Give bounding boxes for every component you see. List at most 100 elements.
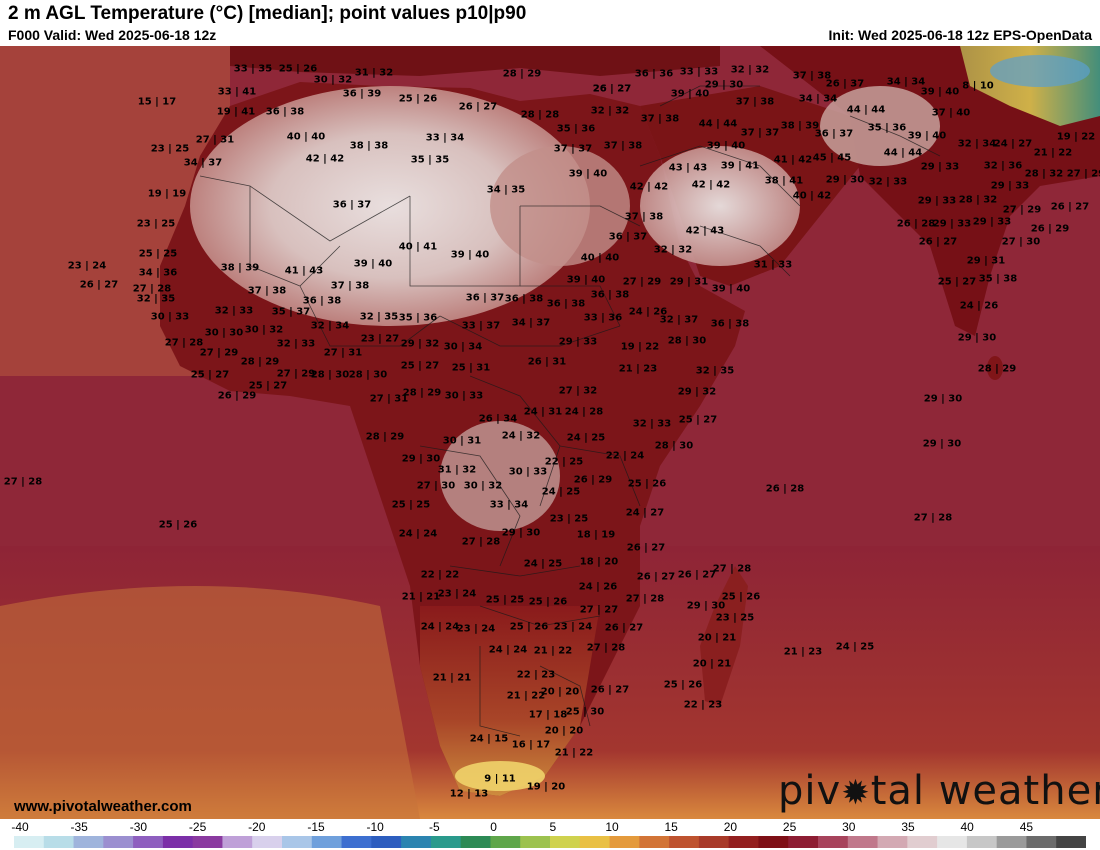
point-value: 24 | 25: [541, 486, 581, 498]
point-value: 25 | 25: [138, 248, 178, 260]
legend-color-swatch: [698, 836, 730, 848]
legend-color-swatch: [996, 836, 1027, 848]
legend-color-swatch: [73, 836, 104, 848]
legend-tick-label: -25: [188, 820, 207, 834]
point-value: 27 | 28: [712, 563, 752, 575]
valid-time: F000 Valid: Wed 2025-06-18 12z: [8, 27, 217, 43]
point-value: 19 | 19: [147, 188, 187, 200]
point-value: 26 | 27: [458, 101, 498, 113]
cape-cool-zone: [455, 761, 545, 791]
point-value: 21 | 22: [554, 747, 594, 759]
point-value: 32 | 37: [659, 314, 699, 326]
point-value: 32 | 34: [310, 320, 350, 332]
point-value: 27 | 29: [276, 368, 316, 380]
point-value: 27 | 29: [1002, 204, 1042, 216]
legend-color-swatch: [490, 836, 521, 848]
legend-tick-label: 5: [549, 820, 557, 834]
point-value: 24 | 24: [398, 528, 438, 540]
temperature-map[interactable]: 33 | 35 25 | 26 30 | 32 31 | 32 15 | 17 33 | …: [0, 46, 1100, 819]
asia-land: [760, 46, 1100, 336]
legend-tick-label: 10: [605, 820, 619, 834]
legend-color-swatch: [847, 836, 879, 848]
legend-tick-label: 25: [782, 820, 797, 834]
legend-color-swatch: [222, 836, 253, 848]
point-value: 36 | 38: [590, 289, 630, 301]
legend-color-swatch: [728, 836, 759, 848]
legend-color-swatch: [818, 836, 849, 848]
point-value: 39 | 40: [711, 283, 751, 295]
legend-color-swatch: [1056, 836, 1086, 848]
country-borders: [199, 85, 941, 737]
point-value: 9 | 11: [484, 773, 516, 785]
point-value: 26 | 34: [478, 413, 518, 425]
point-value: 27 | 29: [622, 276, 662, 288]
point-value: 40 | 41: [398, 241, 438, 253]
point-value: 32 | 32: [590, 105, 630, 117]
point-value: 33 | 41: [217, 86, 257, 98]
legend-tick-label: 35: [901, 820, 915, 834]
point-value: 37 | 40: [931, 107, 971, 119]
point-value: 40 | 40: [580, 252, 620, 264]
point-value: 23 | 25: [715, 612, 755, 624]
point-value: 30 | 32: [244, 324, 284, 336]
point-value: 24 | 32: [501, 430, 541, 442]
point-value: 19 | 20: [526, 781, 566, 793]
point-value: 33 | 35: [233, 63, 273, 75]
point-value: 24 | 15: [469, 733, 509, 745]
legend-tick-label: 45: [1019, 820, 1034, 834]
point-value: 30 | 30: [204, 327, 244, 339]
point-value: 20 | 20: [540, 686, 580, 698]
point-value: 38 | 38: [349, 140, 389, 152]
legend-color-swatch: [401, 836, 432, 848]
point-value: 42 | 43: [685, 225, 725, 237]
point-value: 8 | 10: [962, 80, 994, 92]
point-value: 35 | 35: [410, 154, 450, 166]
point-value: 37 | 38: [624, 211, 664, 223]
point-value: 27 | 28: [164, 337, 204, 349]
point-value: 27 | 29: [1066, 168, 1100, 180]
point-value: 29 | 30: [923, 393, 963, 405]
point-value: 26 | 27: [918, 236, 958, 248]
legend-tick-label: 30: [842, 820, 856, 834]
point-value: 34 | 37: [511, 317, 551, 329]
point-value: 26 | 27: [604, 622, 644, 634]
legend-color-swatch: [907, 836, 938, 848]
point-value: 32 | 33: [276, 338, 316, 350]
point-value: 20 | 20: [544, 725, 584, 737]
legend-color-swatch: [669, 836, 700, 848]
point-value: 17 | 18: [528, 709, 568, 721]
point-value: 38 | 39: [220, 262, 260, 274]
point-value: 27 | 31: [195, 134, 235, 146]
point-value: 26 | 29: [217, 390, 257, 402]
point-value: 27 | 29: [199, 347, 239, 359]
point-value: 36 | 38: [504, 293, 544, 305]
point-value: 40 | 40: [286, 131, 326, 143]
legend-color-swatch: [133, 836, 164, 848]
legend-color-swatch: [430, 836, 462, 848]
point-value: 39 | 40: [907, 130, 947, 142]
point-value: 41 | 42: [773, 154, 813, 166]
point-value: 28 | 29: [365, 431, 405, 443]
point-value: 39 | 40: [568, 168, 608, 180]
point-value: 36 | 37: [465, 292, 505, 304]
point-value: 28 | 30: [310, 369, 350, 381]
congo-dry-zone: [440, 421, 560, 531]
point-value: 26 | 37: [825, 78, 865, 90]
point-value: 23 | 25: [150, 143, 190, 155]
point-value: 27 | 32: [558, 385, 598, 397]
point-value: 33 | 33: [679, 66, 719, 78]
legend-color-swatch: [282, 836, 313, 848]
legend-color-swatch: [460, 836, 491, 848]
point-value: 24 | 26: [578, 581, 618, 593]
legend-color-swatch: [162, 836, 194, 848]
point-value: 27 | 30: [416, 480, 456, 492]
point-value: 30 | 31: [442, 435, 482, 447]
legend-tick-label: -20: [248, 820, 266, 834]
point-value: 37 | 38: [792, 70, 832, 82]
point-value: 29 | 30: [401, 453, 441, 465]
point-value: 28 | 29: [502, 68, 542, 80]
point-value: 24 | 25: [523, 558, 563, 570]
legend-tick-label: 15: [664, 820, 678, 834]
legend-tick-label: -15: [307, 820, 325, 834]
point-value: 25 | 30: [565, 706, 605, 718]
